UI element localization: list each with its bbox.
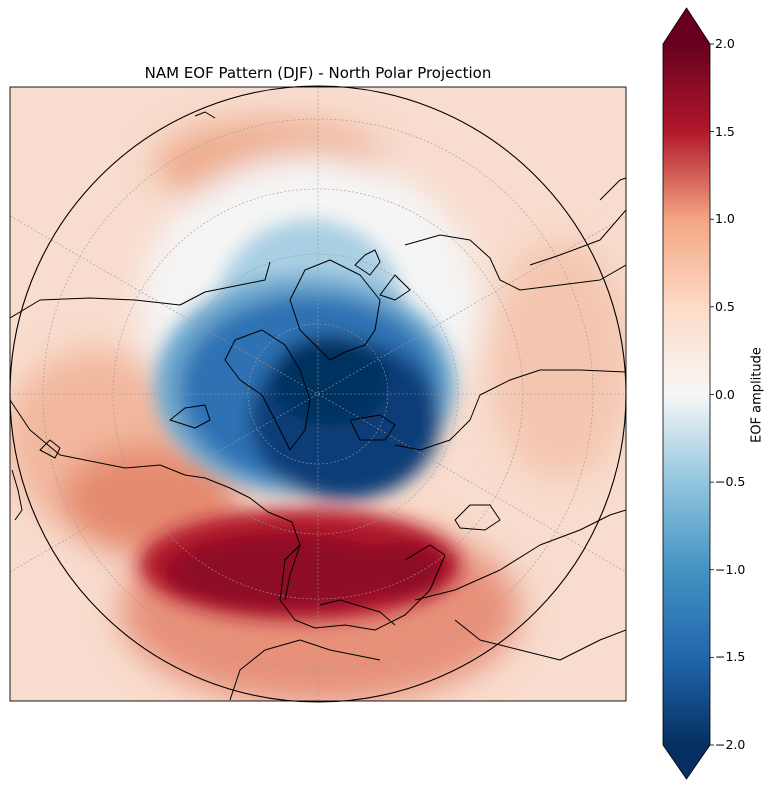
coastlines bbox=[10, 111, 626, 701]
colorbar-ticks bbox=[710, 43, 714, 746]
colorbar bbox=[662, 7, 714, 780]
colorbar-tick-label: −0.5 bbox=[715, 474, 746, 490]
colorbar-label: EOF amplitude bbox=[749, 347, 765, 443]
colorbar-tick-label: 0.5 bbox=[715, 298, 735, 314]
colorbar-extend-max bbox=[663, 8, 710, 44]
graticule bbox=[10, 87, 626, 701]
colorbar-tick-label: −1.0 bbox=[715, 561, 746, 577]
colorbar-tick-label: 1.5 bbox=[715, 123, 735, 139]
colorbar-tick-label: −2.0 bbox=[715, 737, 746, 752]
colorbar-gradient bbox=[663, 44, 710, 745]
colorbar-tick-label: −1.5 bbox=[715, 649, 746, 665]
colorbar-tick-label: 1.0 bbox=[715, 211, 735, 227]
eof-field bbox=[10, 87, 626, 701]
colorbar-tick-label: 2.0 bbox=[715, 36, 735, 51]
colorbar-tick-label: 0.0 bbox=[715, 386, 735, 402]
colorbar-extend-min bbox=[663, 745, 710, 779]
map-title: NAM EOF Pattern (DJF) - North Polar Proj… bbox=[144, 64, 492, 82]
map-frame bbox=[9, 86, 627, 702]
